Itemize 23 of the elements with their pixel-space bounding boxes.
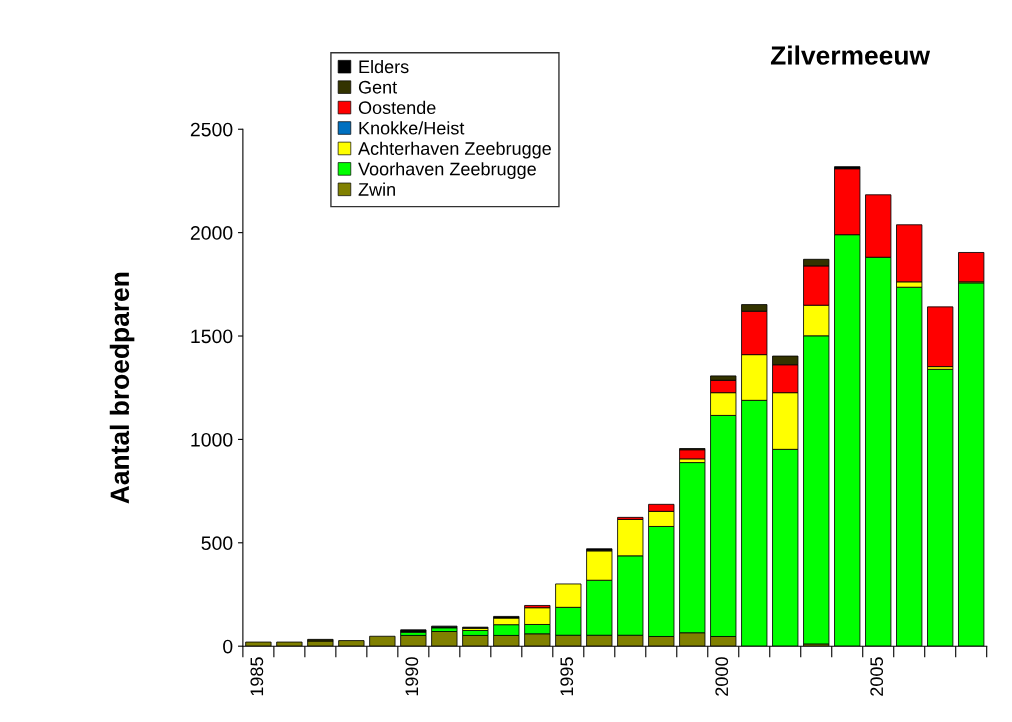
y-tick-label: 1000 xyxy=(191,432,233,447)
x-tick-label: 1990 xyxy=(405,657,419,696)
x-tick-label: 1985 xyxy=(250,657,264,696)
y-tick-label: 0 xyxy=(223,639,233,654)
bar xyxy=(927,306,954,368)
legend-label: Oostende xyxy=(358,100,436,115)
bar xyxy=(679,449,706,460)
y-tick-label: 500 xyxy=(201,536,233,551)
legend-label: Elders xyxy=(359,59,409,74)
legend-label: Knokke/Heist xyxy=(359,121,465,135)
chart-title: Zilvermeeuw xyxy=(770,45,931,65)
y-tick-label: 2000 xyxy=(190,226,233,240)
y-tick-label: 2500 xyxy=(190,122,233,137)
x-tick-label: 1995 xyxy=(560,657,574,696)
x-tick-label: 2005 xyxy=(870,657,884,696)
legend-label: Achterhaven Zeebrugge xyxy=(358,141,551,159)
y-axis-title: Aantal broedparen xyxy=(109,272,135,504)
y-tick-label: 1500 xyxy=(191,329,233,344)
bar xyxy=(958,252,985,283)
legend-label: Voorhaven Zeebrugge xyxy=(358,162,536,179)
legend-label: Gent xyxy=(358,80,398,94)
legend-label: Zwin xyxy=(358,182,395,196)
x-tick-label: 2000 xyxy=(715,657,729,696)
